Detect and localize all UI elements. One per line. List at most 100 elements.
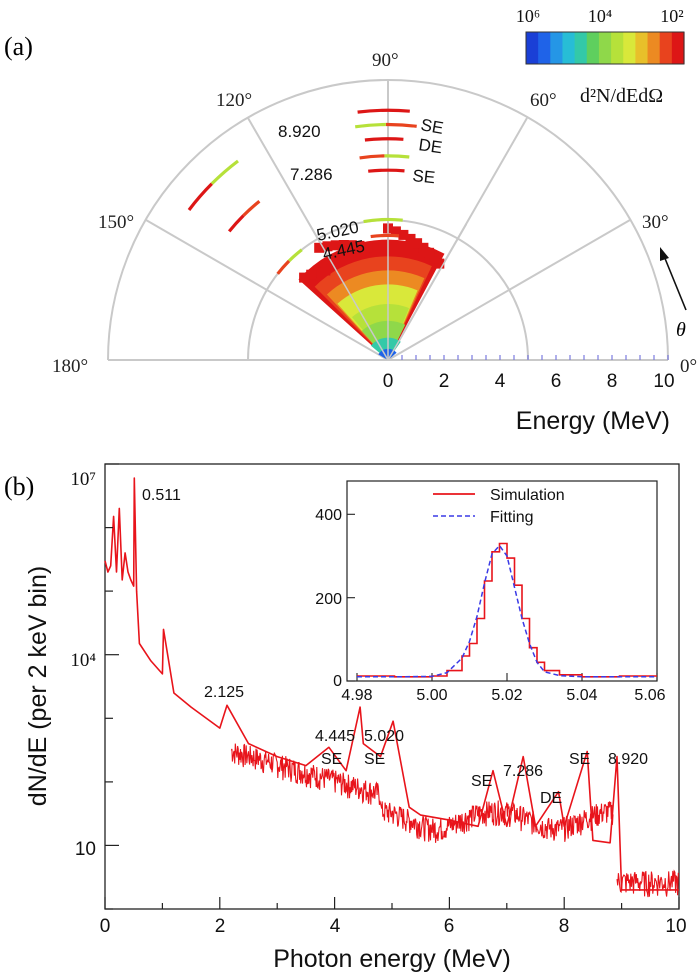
colorbar-label: d²N/dEdΩ xyxy=(580,85,663,107)
energy-tick-4: 4 xyxy=(495,371,506,392)
panel-a: (a) 0° 30° 6 0 xyxy=(4,6,697,435)
peak-label-se4: SE xyxy=(569,751,590,768)
heat-edge-cell xyxy=(429,253,440,264)
panel-a-label: (a) xyxy=(4,32,33,61)
emission-arc xyxy=(370,233,400,239)
inset-y-tick-200: 200 xyxy=(315,591,342,608)
heat-edge-cell xyxy=(338,240,349,250)
emission-arcs xyxy=(187,108,417,275)
y-tick-1e7: 10⁷ xyxy=(70,469,96,490)
heat-edge-cell xyxy=(434,258,445,269)
x-tick-4: 4 xyxy=(330,916,341,937)
peak-label-0511: 0.511 xyxy=(142,487,181,504)
heat-edge-cell xyxy=(369,243,380,254)
colorbar-tick-1e2: 10² xyxy=(660,6,683,26)
emission-arc xyxy=(227,214,245,233)
emission-arc xyxy=(385,122,417,128)
x-tick-10: 10 xyxy=(665,916,686,937)
annot-7286: 7.286 xyxy=(290,165,333,184)
angle-label-120: 120° xyxy=(216,90,252,111)
emission-arc xyxy=(363,217,403,224)
heat-edge-cell xyxy=(299,272,310,283)
heat-edge-cell xyxy=(354,240,365,251)
panel-b-label: (b) xyxy=(4,472,34,501)
colorbar-cell xyxy=(647,32,661,64)
heat-edge-cell xyxy=(320,265,331,276)
colorbar-tick-1e4: 10⁴ xyxy=(588,6,612,26)
colorbar-cell xyxy=(659,32,673,64)
emission-arc xyxy=(368,168,405,173)
inset-simulation-line xyxy=(357,542,657,678)
emission-arc xyxy=(357,108,410,114)
heat-edge-cell xyxy=(314,242,325,253)
peak-label-5020: 5.020 xyxy=(364,728,404,745)
heat-edge-cell xyxy=(390,226,401,237)
peak-label-8920: 8.920 xyxy=(608,751,648,768)
peak-label-4445: 4.445 xyxy=(315,728,355,745)
energy-minor-ticks xyxy=(401,355,669,360)
energy-tick-10: 10 xyxy=(653,371,674,392)
x-axis-label: Photon energy (MeV) xyxy=(273,945,511,973)
colorbar-cell xyxy=(635,32,649,64)
panel-b: (b) 0 2 4 6 8 10 Photon energy (MeV) 10⁷… xyxy=(4,463,687,973)
x-tick-0: 0 xyxy=(100,916,111,937)
annot-se-top: SE xyxy=(419,115,445,138)
colorbar-cell xyxy=(562,32,576,64)
heat-edge-cell xyxy=(418,242,429,253)
inset-x-tick-4: 5.06 xyxy=(634,687,665,704)
emission-arc xyxy=(210,159,239,185)
peak-label-se3: SE xyxy=(471,773,492,790)
x-tick-6: 6 xyxy=(444,916,455,937)
emission-arc xyxy=(364,137,404,142)
inset: Simulation Fitting 4.98 5.00 5.02 5.04 5… xyxy=(315,480,666,704)
heat-grid-overlay xyxy=(308,223,389,361)
colorbar: 10⁶ 10⁴ 10² d²N/dEdΩ xyxy=(516,6,685,107)
inset-legend: Simulation Fitting xyxy=(433,487,565,526)
peak-label-2125: 2.125 xyxy=(204,684,244,701)
angle-label-150: 150° xyxy=(98,212,134,233)
heat-edge-cell xyxy=(330,240,341,251)
emission-arc xyxy=(287,248,303,263)
heat-grid-overlay xyxy=(387,223,468,361)
heat-edge-cell xyxy=(362,242,373,253)
polar-spoke-30 xyxy=(387,219,631,361)
colorbar-cells xyxy=(526,32,685,64)
colorbar-cell xyxy=(526,32,539,64)
inset-x-tick-1: 5.00 xyxy=(416,687,447,704)
emission-arc xyxy=(354,122,386,129)
angle-label-60: 60° xyxy=(530,90,557,111)
heat-edge-cell xyxy=(313,267,324,278)
angle-label-0: 0° xyxy=(680,356,697,377)
heat-edge-cell xyxy=(424,247,435,258)
x-tick-2: 2 xyxy=(215,916,226,937)
peak-label-se2: SE xyxy=(364,751,385,768)
y-tick-10: 10 xyxy=(75,839,96,860)
energy-axis-label: Energy (MeV) xyxy=(516,407,670,435)
inset-ticks xyxy=(347,513,658,682)
legend-simulation: Simulation xyxy=(490,487,565,504)
polar-heatmap xyxy=(298,203,468,361)
colorbar-tick-1e6: 10⁶ xyxy=(516,6,540,26)
inset-x-tick-3: 5.04 xyxy=(566,687,597,704)
angle-label-90: 90° xyxy=(372,50,399,71)
inset-x-tick-2: 5.02 xyxy=(491,687,522,704)
spectrum-noise xyxy=(230,743,679,898)
legend-fitting: Fitting xyxy=(490,509,534,526)
colorbar-cell xyxy=(598,32,612,64)
heat-edge-cell xyxy=(346,240,357,251)
y-axis-label: dN/dE (per 2 keV bin) xyxy=(24,566,52,806)
colorbar-frame xyxy=(525,31,685,65)
emission-arc xyxy=(187,182,213,211)
inset-y-tick-400: 400 xyxy=(315,507,342,524)
emission-arc xyxy=(242,199,261,217)
angle-label-180: 180° xyxy=(52,356,88,377)
colorbar-cell xyxy=(611,32,624,64)
energy-tick-6: 6 xyxy=(551,371,562,392)
peak-label-se1: SE xyxy=(321,751,342,768)
inset-x-tick-0: 4.98 xyxy=(341,687,372,704)
colorbar-cell xyxy=(574,32,588,64)
colorbar-cell xyxy=(586,32,600,64)
main-axis-ticks xyxy=(104,463,680,910)
spectrum-line xyxy=(104,477,679,891)
